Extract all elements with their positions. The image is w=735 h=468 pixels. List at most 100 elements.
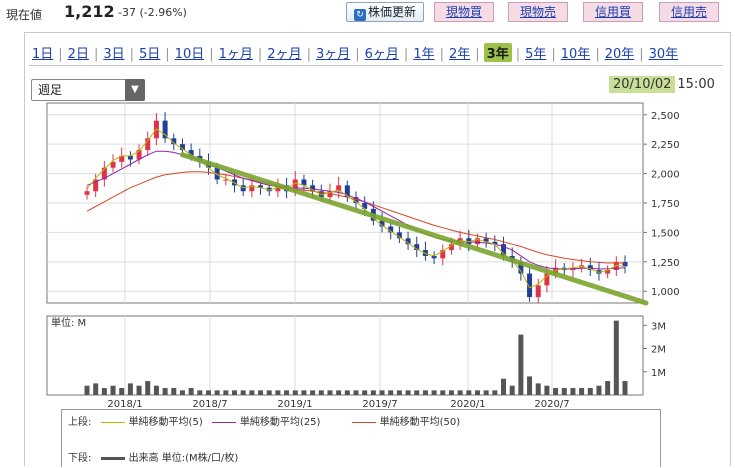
tab-period-12[interactable]: 5年: [525, 47, 547, 62]
price-change: -37 (-2.96%): [118, 6, 187, 19]
volume-bar: [414, 390, 420, 395]
volume-bar: [223, 390, 229, 395]
volume-bar: [336, 390, 342, 395]
refresh-icon: ↻: [353, 9, 366, 21]
x-axis-label: 2020/7: [534, 399, 569, 410]
volume-bar: [301, 390, 307, 395]
volume-bar: [327, 390, 333, 395]
tab-separator: |: [306, 47, 311, 62]
price-axis-label: 2,500: [651, 111, 680, 122]
volume-bar: [162, 388, 168, 395]
candle-body: [379, 220, 385, 227]
chart-datetime: 20/10/02 15:00: [609, 76, 715, 93]
margin-sell-button[interactable]: 信用売: [659, 2, 719, 22]
tab-period-14[interactable]: 20年: [604, 47, 635, 62]
volume-bar: [318, 390, 324, 395]
x-axis-label: 2019/7: [362, 399, 397, 410]
candle-body: [336, 185, 342, 192]
price-axis-label: 2,000: [651, 170, 680, 181]
candle-body: [249, 185, 255, 192]
candle-body: [327, 191, 333, 198]
tab-separator: |: [475, 47, 480, 62]
tab-period-5[interactable]: 1ヶ月: [218, 47, 253, 62]
volume-bar: [587, 388, 593, 395]
x-axis-label: 2018/1: [107, 399, 142, 410]
volume-bar: [509, 385, 515, 395]
candle-body: [84, 191, 90, 195]
volume-bar: [153, 385, 159, 395]
volume-bar: [249, 390, 255, 395]
chart-legend: 上段: 単純移動平均(5) 単純移動平均(25) 単純移動平均(50) 下段: …: [61, 409, 661, 467]
tab-period-10[interactable]: 2年: [448, 47, 471, 62]
volume-bar: [362, 390, 368, 395]
period-tabs: 1日 | 2日 | 3日 | 5日 | 10日 | 1ヶ月 | 2ヶ月 | 3ヶ月 | 6ヶ月 | 1年 | 2年 | 3年…: [31, 43, 679, 62]
tab-period-3[interactable]: 5日: [139, 47, 161, 62]
cash-sell-button[interactable]: 現物売: [508, 2, 568, 22]
tab-period-2[interactable]: 3日: [103, 47, 125, 62]
volume-bar: [171, 388, 177, 395]
volume-bar: [527, 376, 533, 395]
candle-body: [188, 150, 194, 156]
legend-ma5-swatch: [100, 421, 125, 423]
margin-buy-button[interactable]: 信用買: [583, 2, 643, 22]
volume-bar: [466, 390, 472, 395]
volume-bar: [501, 378, 507, 395]
volume-bar: [605, 381, 611, 395]
interval-select[interactable]: 週足 ▼: [31, 79, 145, 101]
tab-period-1[interactable]: 2日: [67, 47, 89, 62]
volume-pane: [46, 315, 644, 396]
candle-body: [171, 138, 177, 145]
chart-panel: 1日 | 2日 | 3日 | 5日 | 10日 | 1ヶ月 | 2ヶ月 | 3ヶ月 | 6ヶ月 | 1年 | 2年 | 3年…: [24, 32, 731, 467]
tab-period-11[interactable]: 3年: [483, 43, 512, 62]
candle-body: [622, 261, 628, 267]
volume-bar: [214, 390, 220, 395]
tab-period-6[interactable]: 2ヶ月: [267, 47, 302, 62]
price-label: 現在値: [6, 8, 43, 22]
candle-body: [136, 150, 142, 160]
cash-buy-button[interactable]: 現物買: [434, 2, 494, 22]
candle-body: [344, 185, 350, 198]
tab-separator: |: [165, 47, 170, 62]
tab-period-4[interactable]: 10日: [174, 47, 205, 62]
legend-upper-label: 上段:: [68, 417, 92, 428]
legend-lower-label: 下段:: [68, 453, 92, 464]
tab-separator: |: [403, 47, 409, 62]
legend-ma25-swatch: [211, 421, 236, 423]
volume-bar: [431, 390, 437, 395]
candle-body: [110, 161, 116, 168]
interval-value: 週足: [38, 83, 63, 97]
volume-bar: [405, 390, 411, 395]
volume-bar: [492, 390, 498, 395]
candle-body: [605, 270, 611, 274]
price-axis-label: 1,250: [651, 258, 680, 269]
candle-body: [396, 232, 402, 239]
tab-period-9[interactable]: 1年: [413, 47, 435, 62]
refresh-price-button[interactable]: ↻ 株価更新: [346, 2, 424, 22]
price-axis-label: 1,000: [651, 287, 680, 298]
tab-period-15[interactable]: 30年: [648, 47, 679, 62]
volume-bar: [119, 388, 125, 395]
candle-body: [318, 191, 324, 198]
volume-axis-label: 3M: [651, 321, 666, 332]
tab-separator: |: [439, 47, 444, 62]
volume-bar: [422, 390, 428, 395]
tab-divider: [29, 65, 723, 66]
candle-body: [431, 255, 437, 259]
legend-ma50-swatch: [351, 421, 376, 423]
candle-body: [266, 187, 272, 192]
candle-body: [414, 244, 420, 251]
tab-period-7[interactable]: 3ヶ月: [315, 47, 351, 62]
tab-period-13[interactable]: 10年: [560, 47, 591, 62]
volume-bar: [93, 383, 99, 395]
tab-period-8[interactable]: 6ヶ月: [364, 47, 399, 62]
candle-body: [448, 244, 454, 251]
chart-date: 20/10/02: [609, 76, 676, 93]
tab-period-0[interactable]: 1日: [32, 47, 54, 62]
volume-axis-label: 2M: [651, 345, 666, 356]
price-axis-label: 1,500: [651, 228, 680, 239]
tab-separator: |: [551, 47, 556, 62]
volume-bar: [110, 385, 116, 395]
candle-body: [613, 261, 619, 271]
volume-bar: [205, 390, 211, 395]
volume-bar: [353, 390, 359, 395]
